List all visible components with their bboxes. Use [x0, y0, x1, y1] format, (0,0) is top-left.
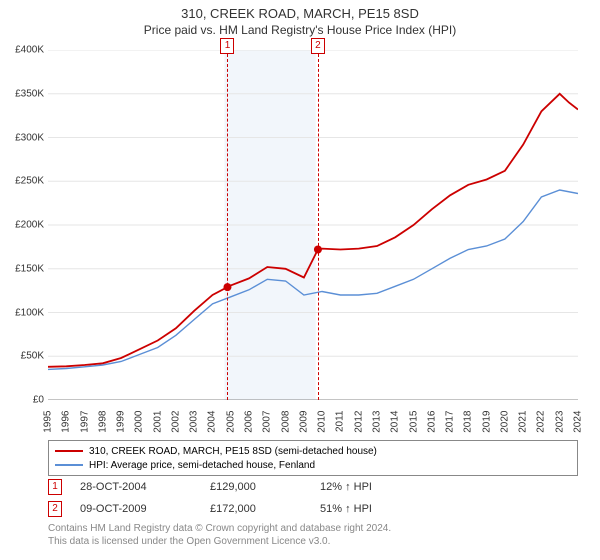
- sale-row-1: 2 09-OCT-2009 £172,000 51% ↑ HPI: [48, 498, 578, 520]
- x-axis-label: 2015: [408, 411, 419, 441]
- title-block: 310, CREEK ROAD, MARCH, PE15 8SD Price p…: [0, 0, 600, 37]
- x-axis-label: 2002: [170, 411, 181, 441]
- y-axis-label: £200K: [4, 220, 44, 231]
- sale-marker-line: [318, 54, 319, 400]
- sale-marker-0: 1: [48, 479, 62, 495]
- x-axis-label: 2012: [353, 411, 364, 441]
- chart-area: £0£50K£100K£150K£200K£250K£300K£350K£400…: [48, 50, 578, 400]
- x-axis-label: 2010: [317, 411, 328, 441]
- y-axis-label: £0: [4, 395, 44, 406]
- x-axis-label: 2000: [134, 411, 145, 441]
- x-axis-label: 2003: [189, 411, 200, 441]
- y-axis-label: £50K: [4, 351, 44, 362]
- x-axis-label: 2006: [244, 411, 255, 441]
- x-axis-label: 1997: [79, 411, 90, 441]
- y-axis-label: £400K: [4, 45, 44, 56]
- chart-container: 310, CREEK ROAD, MARCH, PE15 8SD Price p…: [0, 0, 600, 560]
- title-main: 310, CREEK ROAD, MARCH, PE15 8SD: [0, 6, 600, 21]
- x-axis-label: 2009: [298, 411, 309, 441]
- x-axis-label: 2024: [573, 411, 584, 441]
- y-axis-label: £100K: [4, 307, 44, 318]
- legend-swatch-1: [55, 464, 83, 466]
- legend-row-1: HPI: Average price, semi-detached house,…: [55, 458, 571, 472]
- sale-price-1: £172,000: [210, 503, 320, 515]
- chart-svg: [48, 50, 578, 400]
- sale-marker-flag: 1: [220, 38, 234, 54]
- x-axis-label: 2013: [371, 411, 382, 441]
- x-axis-label: 1998: [97, 411, 108, 441]
- legend-label-0: 310, CREEK ROAD, MARCH, PE15 8SD (semi-d…: [89, 446, 377, 457]
- x-axis-label: 2019: [481, 411, 492, 441]
- legend-row-0: 310, CREEK ROAD, MARCH, PE15 8SD (semi-d…: [55, 444, 571, 458]
- x-axis-label: 2001: [152, 411, 163, 441]
- y-axis-label: £250K: [4, 176, 44, 187]
- legend-label-1: HPI: Average price, semi-detached house,…: [89, 460, 315, 471]
- x-axis-label: 2004: [207, 411, 218, 441]
- sale-marker-line: [227, 54, 228, 400]
- y-axis-label: £150K: [4, 263, 44, 274]
- sale-diff-0: 12% ↑ HPI: [320, 481, 440, 493]
- x-axis-label: 2020: [499, 411, 510, 441]
- sale-marker-flag: 2: [311, 38, 325, 54]
- x-axis-label: 2022: [536, 411, 547, 441]
- sale-row-0: 1 28-OCT-2004 £129,000 12% ↑ HPI: [48, 476, 578, 498]
- x-axis-label: 2007: [262, 411, 273, 441]
- footer-line1: Contains HM Land Registry data © Crown c…: [48, 522, 391, 535]
- sale-date-0: 28-OCT-2004: [80, 481, 210, 493]
- sale-price-0: £129,000: [210, 481, 320, 493]
- x-axis-label: 2016: [426, 411, 437, 441]
- x-axis-label: 2005: [225, 411, 236, 441]
- x-axis-label: 1996: [61, 411, 72, 441]
- x-axis-label: 2008: [280, 411, 291, 441]
- sale-diff-1: 51% ↑ HPI: [320, 503, 440, 515]
- x-axis-label: 2018: [463, 411, 474, 441]
- title-sub: Price paid vs. HM Land Registry's House …: [0, 23, 600, 37]
- footer: Contains HM Land Registry data © Crown c…: [48, 522, 391, 548]
- y-axis-label: £300K: [4, 132, 44, 143]
- footer-line2: This data is licensed under the Open Gov…: [48, 535, 391, 548]
- sale-date-1: 09-OCT-2009: [80, 503, 210, 515]
- y-axis-label: £350K: [4, 88, 44, 99]
- x-axis-label: 2011: [335, 411, 346, 441]
- x-axis-label: 2017: [445, 411, 456, 441]
- x-axis-label: 1995: [43, 411, 54, 441]
- sale-marker-1: 2: [48, 501, 62, 517]
- x-axis-label: 2023: [554, 411, 565, 441]
- x-axis-label: 2014: [390, 411, 401, 441]
- x-axis-label: 2021: [518, 411, 529, 441]
- sales-table: 1 28-OCT-2004 £129,000 12% ↑ HPI 2 09-OC…: [48, 476, 578, 520]
- legend-swatch-0: [55, 450, 83, 452]
- x-axis-label: 1999: [116, 411, 127, 441]
- legend: 310, CREEK ROAD, MARCH, PE15 8SD (semi-d…: [48, 440, 578, 476]
